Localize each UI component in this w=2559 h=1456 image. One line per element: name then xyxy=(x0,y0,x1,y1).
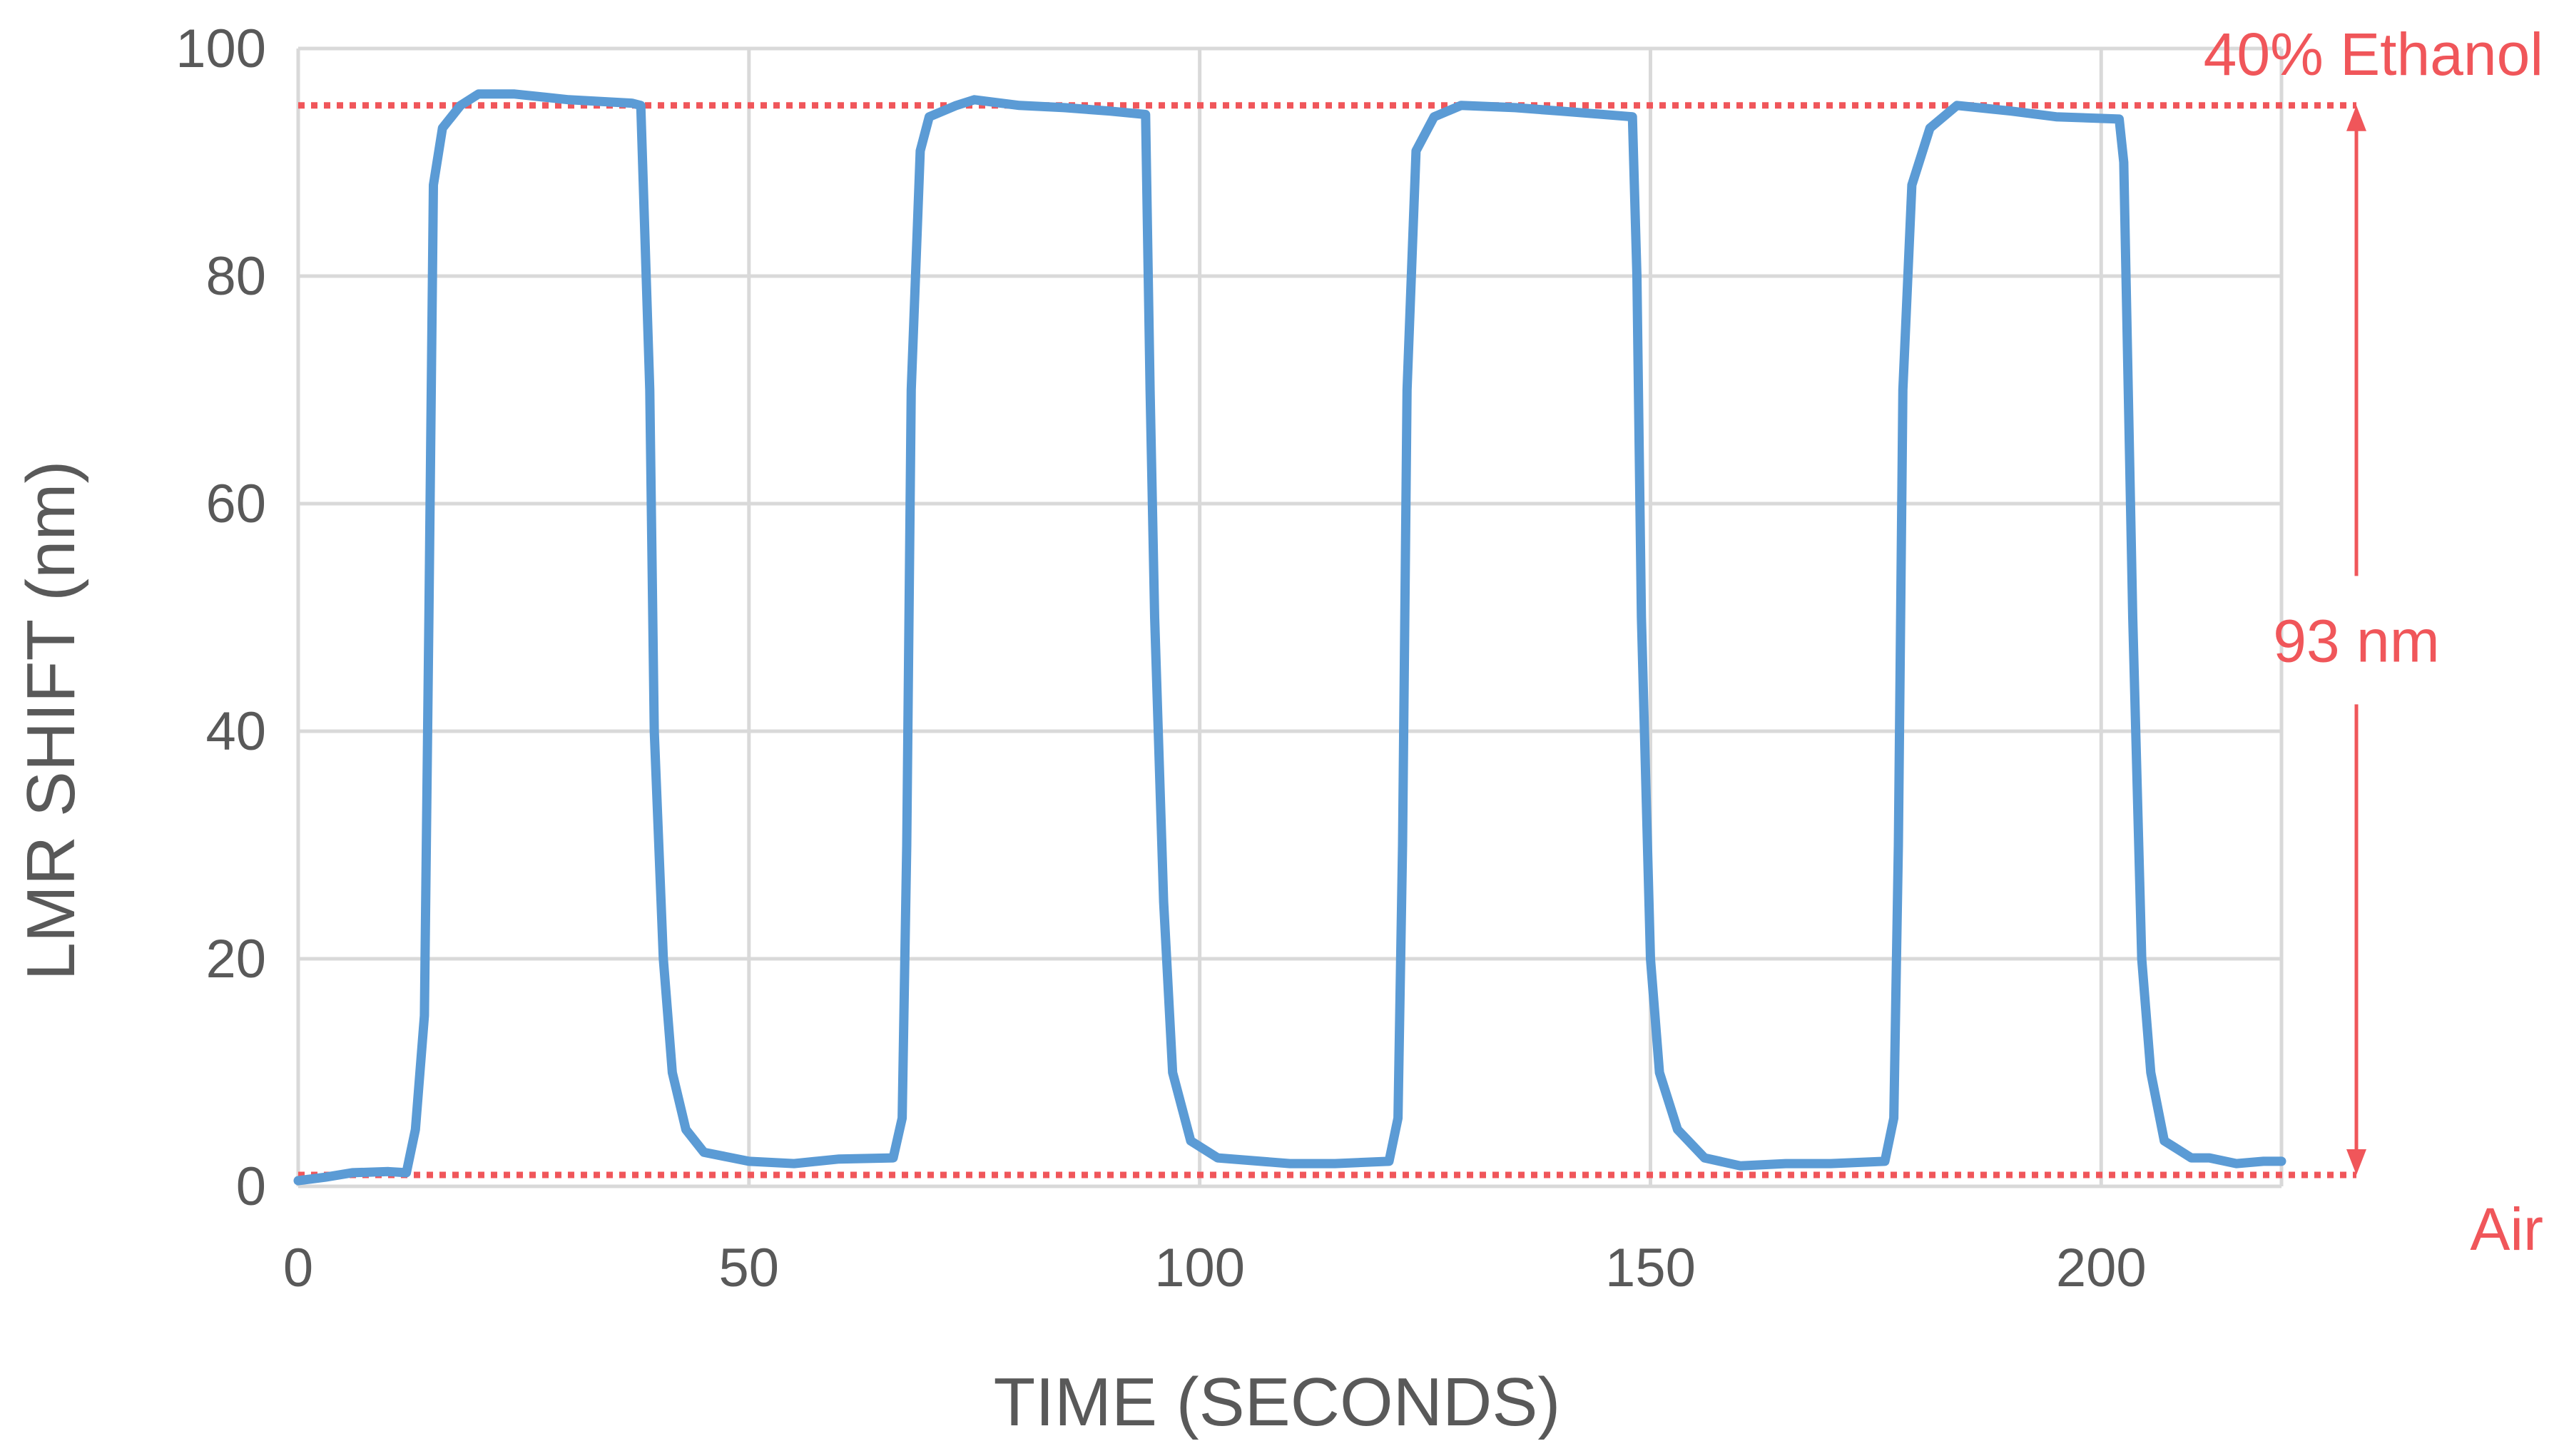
y-tick-label: 60 xyxy=(205,474,266,534)
y-tick-label: 20 xyxy=(205,929,266,989)
x-tick-label: 100 xyxy=(1154,1238,1245,1298)
y-tick-label: 100 xyxy=(175,19,266,79)
annotations: 93 nm xyxy=(2273,105,2440,1176)
tick-labels: 0 20 40 60 80 100 0 50 100 150 200 xyxy=(175,19,2146,1298)
reference-line-label: Air xyxy=(2470,1196,2543,1263)
y-tick-label: 0 xyxy=(236,1156,266,1217)
x-tick-label: 200 xyxy=(2056,1238,2147,1298)
x-tick-label: 50 xyxy=(719,1238,780,1298)
y-tick-label: 40 xyxy=(205,701,266,762)
series-layer xyxy=(293,89,2286,1186)
x-tick-label: 0 xyxy=(283,1238,313,1298)
grid xyxy=(296,46,2284,1188)
reference-line-label: 40% Ethanol xyxy=(2204,21,2543,88)
arrow-head-down xyxy=(2346,1149,2366,1176)
y-axis-title: LMR SHIFT (nm) xyxy=(13,461,89,981)
x-tick-label: 150 xyxy=(1605,1238,1696,1298)
y-tick-label: 80 xyxy=(205,246,266,307)
reference-lines: 40% Ethanol Air xyxy=(298,21,2543,1263)
series-line xyxy=(293,89,2286,1186)
annotation-label: 93 nm xyxy=(2273,607,2439,674)
x-axis-title: TIME (SECONDS) xyxy=(994,1364,1561,1440)
arrow-head-up xyxy=(2346,105,2366,131)
